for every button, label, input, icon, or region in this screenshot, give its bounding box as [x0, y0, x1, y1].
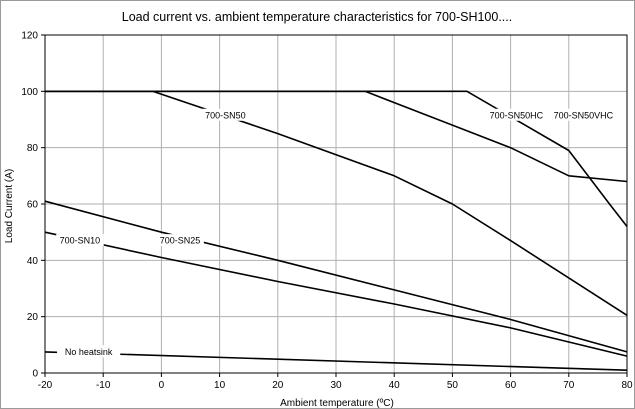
x-tick-label: 0 [159, 380, 165, 391]
curve-label-no-heatsink: No heatsink [57, 345, 121, 358]
series-line-700-sn25 [44, 200, 628, 353]
y-tick-label: 80 [27, 143, 39, 154]
x-axis-title: Ambient temperature (ºC) [280, 398, 394, 408]
curve-label-700-sn50: 700-SN50 [201, 108, 250, 121]
x-tick-label: 20 [272, 380, 284, 391]
curve-label-text: 700-SN10 [60, 236, 101, 246]
series-line-700-sn50hc [45, 90, 628, 183]
x-tick-label: -20 [38, 380, 53, 391]
y-tick-label: 100 [21, 87, 38, 98]
curve-label-700-sn25: 700-SN25 [156, 234, 204, 247]
y-tick-label: 120 [21, 31, 38, 42]
x-tick-label: 10 [214, 380, 226, 391]
x-tick-label: 30 [330, 380, 342, 391]
series-line-700-sn50 [45, 90, 628, 316]
curve-label-700-sn50vhc: 700-SN50VHC [551, 108, 615, 121]
chart-title: Load current vs. ambient temperature cha… [122, 10, 512, 24]
x-tick-label: 60 [505, 380, 517, 391]
x-tick-label: -10 [96, 380, 111, 391]
curve-label-700-sn50hc: 700-SN50HC [487, 108, 546, 121]
x-tick-label: 80 [621, 380, 633, 391]
curve-labels: 700-SN50VHC 700-SN50HC 700-SN50 700-SN25 700… [56, 108, 615, 358]
x-tick-label: 40 [389, 380, 401, 391]
y-axis-title: Load Current (A) [4, 169, 15, 243]
curve-label-background [201, 108, 250, 121]
curve-label-text: 700-SN25 [160, 236, 201, 246]
curve-label-background [551, 108, 615, 121]
series-line-700-sn10 [44, 231, 628, 357]
y-tick-label: 60 [27, 200, 39, 211]
series-line-no-heatsink [44, 351, 628, 371]
y-tick-label: 0 [32, 369, 38, 380]
curve-label-background [57, 345, 121, 358]
tick-labels: -20 -10 0 10 20 30 40 50 60 70 80 0 20 40 60 80 100 120 [21, 31, 633, 392]
series-lines [44, 90, 628, 371]
curve-label-700-sn10: 700-SN10 [56, 234, 104, 247]
y-tick-label: 20 [27, 312, 39, 323]
curve-label-text: 700-SN50VHC [554, 110, 614, 120]
x-tick-label: 70 [563, 380, 575, 391]
y-tick-label: 40 [27, 256, 39, 267]
curve-label-background [56, 234, 104, 247]
curve-label-background [156, 234, 204, 247]
curve-label-background [487, 108, 546, 121]
curve-label-text: 700-SN50HC [490, 110, 544, 120]
gridlines [45, 35, 627, 373]
x-tick-label: 50 [447, 380, 459, 391]
curve-label-text: 700-SN50 [205, 110, 246, 120]
curve-label-text: No heatsink [65, 347, 113, 357]
